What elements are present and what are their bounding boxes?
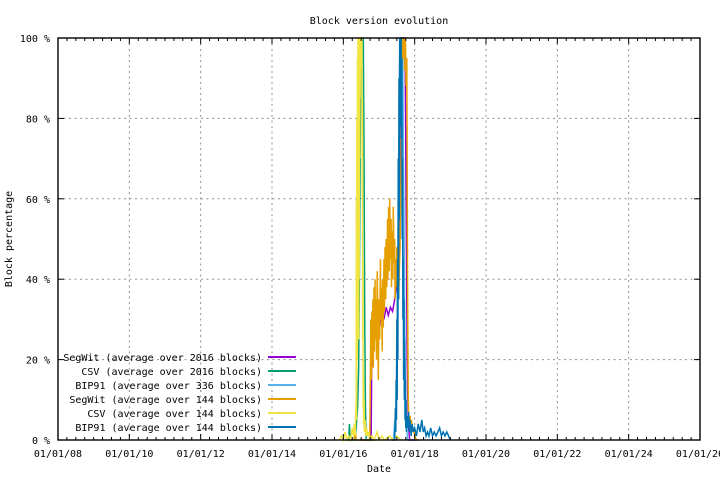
x-tick-label: 01/01/18 <box>391 449 439 460</box>
y-tick-label: 100 % <box>20 34 50 45</box>
legend-label: BIP91 (average over 336 blocks) <box>75 381 262 392</box>
y-tick-label: 80 % <box>26 114 50 125</box>
y-tick-label: 40 % <box>26 275 50 286</box>
legend-label: CSV (average over 2016 blocks) <box>81 367 262 378</box>
x-tick-label: 01/01/10 <box>105 449 153 460</box>
x-tick-label: 01/01/24 <box>605 449 653 460</box>
legend-label: CSV (average over 144 blocks) <box>87 409 262 420</box>
x-tick-label: 01/01/22 <box>533 449 581 460</box>
x-tick-label: 01/01/08 <box>34 449 82 460</box>
legend-label: SegWit (average over 144 blocks) <box>69 395 262 406</box>
y-tick-label: 60 % <box>26 195 50 206</box>
series-line-5 <box>391 37 452 441</box>
y-tick-label: 0 % <box>32 436 50 447</box>
legend-label: BIP91 (average over 144 blocks) <box>75 423 262 434</box>
x-tick-label: 01/01/16 <box>319 449 367 460</box>
series-line-3 <box>353 37 419 441</box>
x-tick-label: 01/01/26 <box>676 449 720 460</box>
x-axis-label: Date <box>367 464 391 475</box>
y-tick-label: 20 % <box>26 356 50 367</box>
chart-title: Block version evolution <box>310 16 448 27</box>
x-tick-label: 01/01/20 <box>462 449 510 460</box>
y-axis-label: Block percentage <box>4 191 15 287</box>
x-tick-label: 01/01/14 <box>248 449 296 460</box>
x-tick-label: 01/01/12 <box>177 449 225 460</box>
legend-label: SegWit (average over 2016 blocks) <box>63 353 262 364</box>
